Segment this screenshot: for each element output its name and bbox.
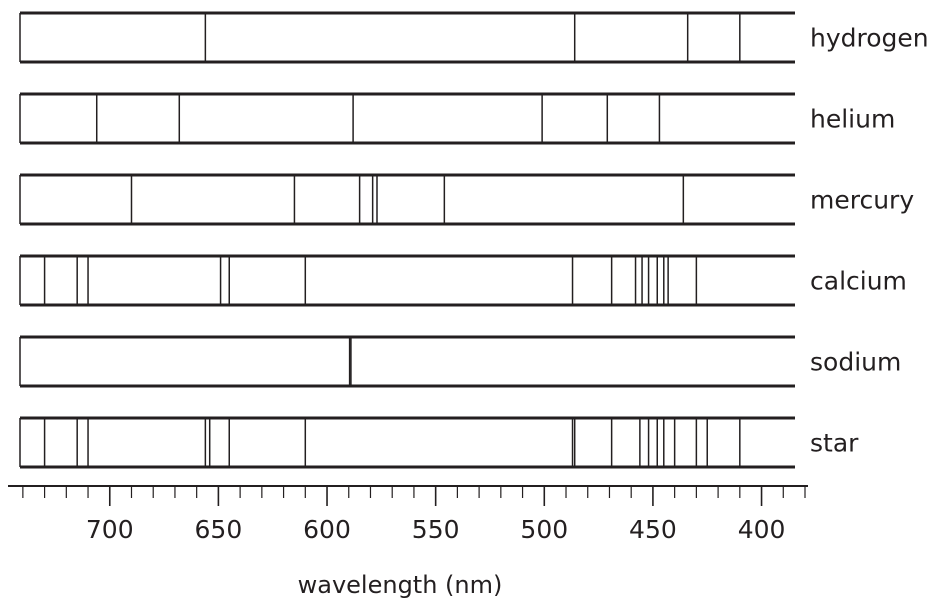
series-label-helium: helium [810, 105, 895, 134]
series-label-mercury: mercury [810, 186, 914, 215]
series-label-sodium: sodium [810, 348, 901, 377]
tick-label: 650 [195, 515, 243, 544]
spectrum-sodium: sodium [19, 335, 901, 388]
tick-label: 600 [303, 515, 351, 544]
spectra-group: hydrogen helium mercury calcium sodium star [19, 11, 929, 469]
spectrum-mercury: mercury [19, 173, 914, 226]
spectrum-calcium: calcium [19, 254, 907, 307]
tick-label: 700 [86, 515, 134, 544]
tick-label: 450 [629, 515, 677, 544]
tick-label: 400 [738, 515, 786, 544]
spectrum-helium: helium [19, 92, 895, 145]
x-axis-label: wavelength (nm) [298, 571, 503, 599]
tick-label: 550 [412, 515, 460, 544]
tick-label: 500 [520, 515, 568, 544]
series-label-star: star [810, 429, 859, 458]
series-label-calcium: calcium [810, 267, 907, 296]
spectrum-star: star [19, 416, 859, 469]
wavelength-axis: 700 650 600 550 500 450 400 [8, 485, 808, 544]
spectrum-hydrogen: hydrogen [19, 11, 929, 64]
series-label-hydrogen: hydrogen [810, 24, 929, 53]
